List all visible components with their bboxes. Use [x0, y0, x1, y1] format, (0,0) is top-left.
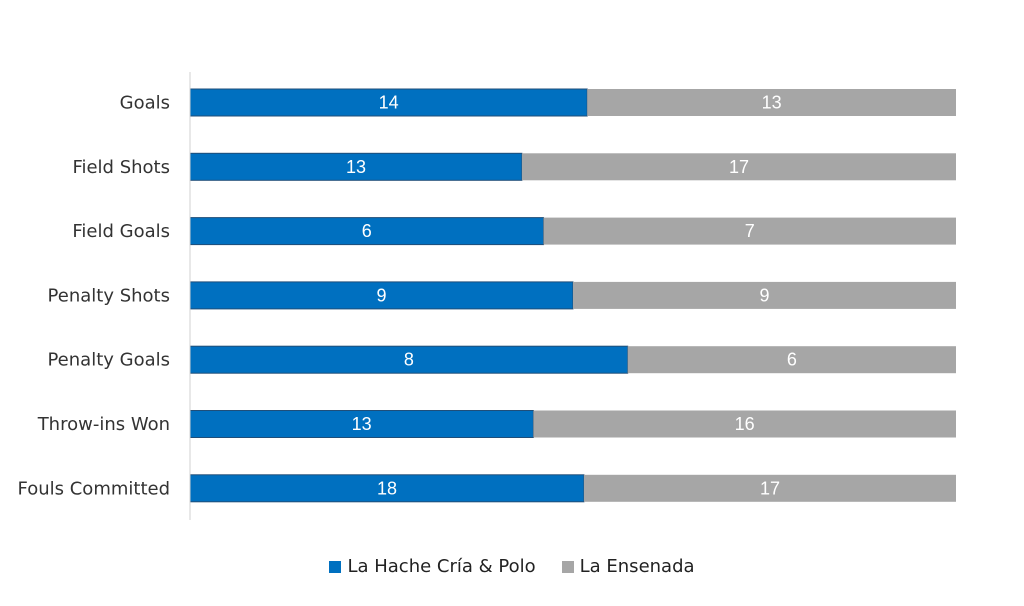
legend-swatch-series-2 — [561, 560, 574, 573]
category-label: Penalty Goals — [47, 350, 170, 371]
category-label: Goals — [120, 93, 170, 114]
data-label: 9 — [376, 285, 386, 305]
legend-label-series-1: La Hache Cría & Polo — [347, 556, 536, 577]
bar-series-2 — [627, 346, 956, 374]
data-label: 13 — [346, 157, 366, 177]
bar-series-2 — [533, 410, 956, 438]
bar-series-2 — [587, 89, 956, 116]
category-label: Fouls Committed — [18, 478, 171, 499]
category-label: Field Shots — [72, 157, 170, 178]
bar-series-1 — [189, 281, 574, 310]
data-label: 7 — [745, 221, 755, 241]
data-label: 14 — [379, 93, 399, 113]
bar-series-1 — [189, 345, 629, 374]
legend: La Hache Cría & Polo La Ensenada — [0, 556, 1024, 577]
data-label: 13 — [762, 93, 782, 113]
data-label: 8 — [404, 350, 414, 370]
data-label: 9 — [759, 285, 769, 305]
legend-label-series-2: La Ensenada — [579, 556, 695, 577]
bar-series-2 — [583, 474, 956, 502]
bars-group: Goals 14 13 Field Shots 13 17 Field Goals 6 7 Pen… — [18, 88, 956, 503]
bar-series-1 — [189, 88, 588, 117]
bar-series-2 — [543, 217, 956, 245]
data-label: 13 — [352, 414, 372, 434]
category-label: Penalty Shots — [48, 285, 170, 306]
data-label: 17 — [729, 157, 749, 177]
data-label: 18 — [377, 478, 397, 498]
legend-item-series-1: La Hache Cría & Polo — [329, 556, 536, 577]
bar-series-2 — [573, 281, 956, 309]
bar-series-2 — [521, 153, 956, 181]
legend-swatch-series-1 — [329, 560, 342, 573]
data-label: 6 — [362, 221, 372, 241]
chart-plot: Goals 14 13 Field Shots 13 17 Field Goals 6 7 Pen… — [18, 72, 956, 520]
data-label: 16 — [735, 414, 755, 434]
bar-series-1 — [189, 410, 534, 438]
category-label: Field Goals — [72, 221, 170, 242]
legend-item-series-2: La Ensenada — [561, 556, 695, 577]
data-label: 6 — [787, 350, 797, 370]
category-label: Throw-ins Won — [37, 414, 170, 435]
data-label: 17 — [760, 478, 780, 498]
bar-series-1 — [189, 152, 523, 181]
